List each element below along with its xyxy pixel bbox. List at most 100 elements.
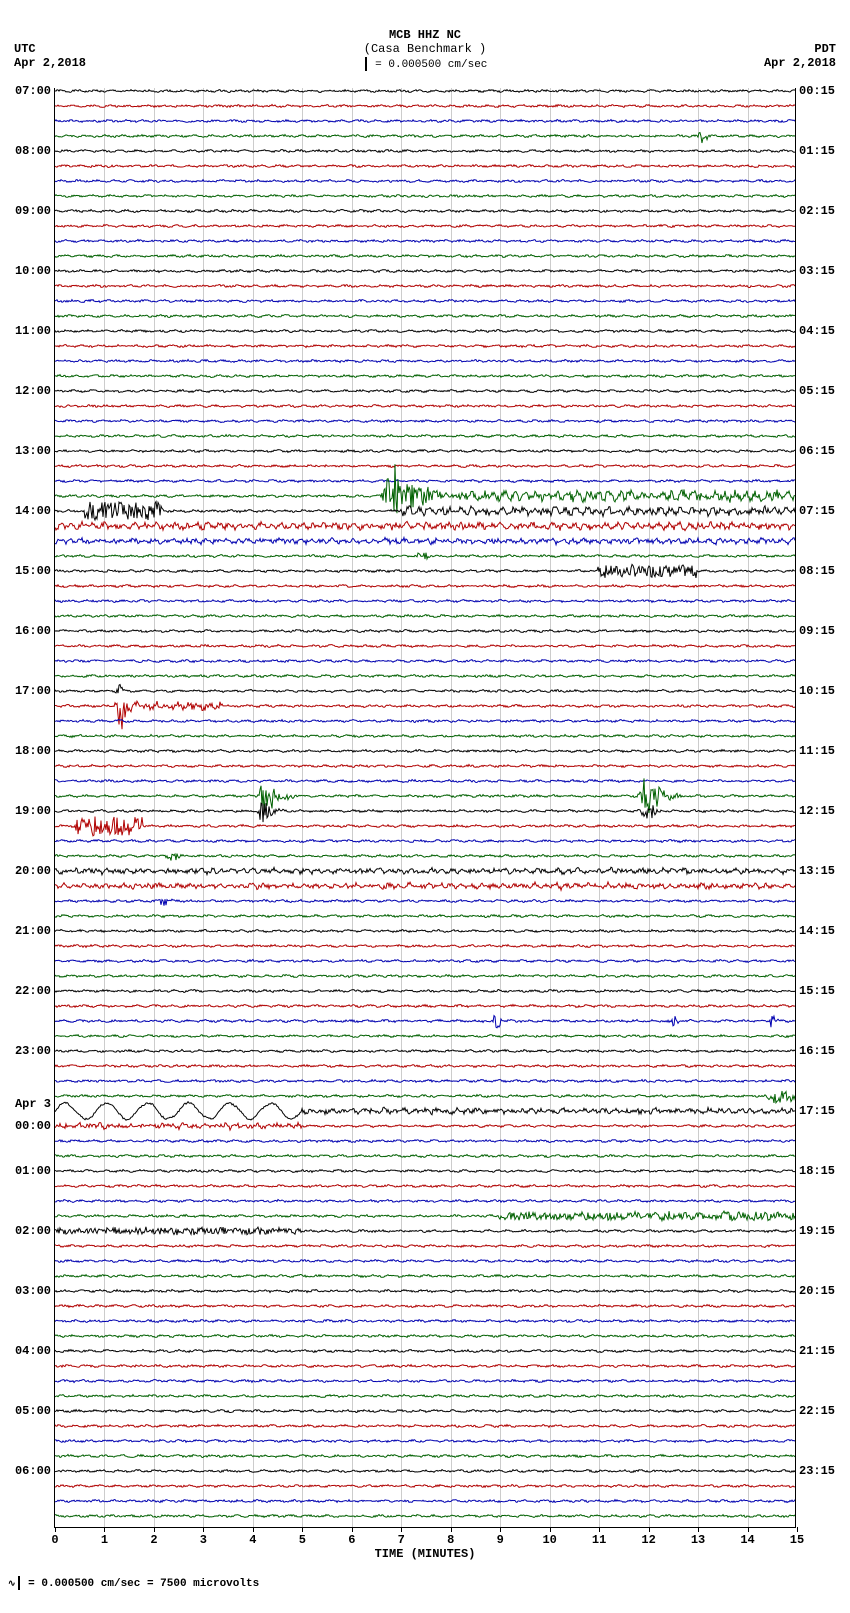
hour-label-right: 07:15: [799, 504, 841, 518]
gridline-vertical: [451, 88, 452, 1527]
seismic-trace: [55, 561, 795, 641]
gridline-vertical: [352, 88, 353, 1527]
hour-label-right: 10:15: [799, 684, 841, 698]
x-tick-label: 8: [447, 1533, 454, 1547]
seismic-trace: [55, 531, 795, 611]
seismic-trace: [55, 1311, 795, 1391]
x-tick-label: 5: [299, 1533, 306, 1547]
seismic-trace: [55, 1446, 795, 1526]
seismic-trace: [55, 921, 795, 1001]
seismic-trace: [55, 201, 795, 281]
seismic-trace: [55, 651, 795, 731]
seismic-trace: [55, 1071, 795, 1151]
seismic-trace: [55, 321, 795, 401]
seismic-trace: [55, 96, 795, 176]
x-tick: [154, 1527, 155, 1532]
seismic-trace: [55, 1191, 795, 1271]
seismic-trace: [55, 576, 795, 656]
seismic-trace: [55, 276, 795, 356]
seismic-trace: [55, 1431, 795, 1511]
hour-label-left: 05:00: [9, 1404, 51, 1418]
hour-label-left: 19:00: [9, 804, 51, 818]
x-axis-title: TIME (MINUTES): [375, 1547, 476, 1561]
hour-label-right: 08:15: [799, 564, 841, 578]
hour-label-right: 12:15: [799, 804, 841, 818]
seismic-trace: [55, 546, 795, 626]
hour-label-left: 16:00: [9, 624, 51, 638]
seismic-trace: [55, 1386, 795, 1466]
x-tick-label: 14: [740, 1533, 754, 1547]
x-tick: [401, 1527, 402, 1532]
seismic-trace: [55, 1206, 795, 1286]
x-tick: [698, 1527, 699, 1532]
tz-right-label: PDT: [814, 42, 836, 56]
seismic-trace: [55, 471, 795, 551]
hour-label-right: 06:15: [799, 444, 841, 458]
seismic-trace: [55, 1416, 795, 1496]
hour-label-left: 17:00: [9, 684, 51, 698]
x-tick: [797, 1527, 798, 1532]
seismic-trace: [55, 336, 795, 416]
seismic-trace: [55, 1266, 795, 1346]
x-tick-label: 9: [497, 1533, 504, 1547]
x-tick-label: 4: [249, 1533, 256, 1547]
seismic-trace: [55, 801, 795, 881]
hour-label-right: 16:15: [799, 1044, 841, 1058]
seismic-trace: [55, 81, 795, 161]
hour-label-left: 04:00: [9, 1344, 51, 1358]
seismic-trace: [55, 501, 795, 581]
seismic-trace: [55, 891, 795, 971]
seismic-trace: [55, 981, 795, 1061]
gridline-vertical: [401, 88, 402, 1527]
seismic-trace: [55, 861, 795, 941]
seismic-trace: [55, 1041, 795, 1121]
seismic-trace: [55, 1341, 795, 1421]
seismic-trace: [55, 486, 795, 566]
seismic-trace: [55, 726, 795, 806]
seismic-trace: [55, 1026, 795, 1106]
seismic-trace: [55, 246, 795, 326]
hour-label-right: 15:15: [799, 984, 841, 998]
day-label-left: Apr 3: [9, 1097, 51, 1111]
x-tick: [500, 1527, 501, 1532]
scale-bar-icon: [365, 57, 367, 71]
seismic-trace: [55, 1401, 795, 1481]
x-tick-label: 6: [348, 1533, 355, 1547]
seismic-trace: [55, 1101, 795, 1181]
hour-label-left: 14:00: [9, 504, 51, 518]
hour-label-right: 18:15: [799, 1164, 841, 1178]
seismic-trace: [55, 906, 795, 986]
x-tick: [302, 1527, 303, 1532]
seismic-trace: [55, 996, 795, 1076]
seismic-trace: [55, 936, 795, 1016]
x-tick-label: 7: [398, 1533, 405, 1547]
seismic-trace: [55, 186, 795, 266]
gridline-vertical: [599, 88, 600, 1527]
gridline-vertical: [203, 88, 204, 1527]
seismic-trace: [55, 1131, 795, 1211]
hour-label-left: 08:00: [9, 144, 51, 158]
seismic-trace: [55, 771, 795, 851]
hour-label-left: 21:00: [9, 924, 51, 938]
hour-label-left: 15:00: [9, 564, 51, 578]
hour-label-left: 13:00: [9, 444, 51, 458]
x-tick: [203, 1527, 204, 1532]
hour-label-right: 17:15: [799, 1104, 841, 1118]
x-tick-label: 2: [150, 1533, 157, 1547]
x-tick: [599, 1527, 600, 1532]
seismic-trace: [55, 306, 795, 386]
gridline-vertical: [154, 88, 155, 1527]
x-tick-label: 15: [790, 1533, 804, 1547]
seismic-trace: [55, 741, 795, 821]
seismic-trace: [55, 966, 795, 1046]
gridline-vertical: [104, 88, 105, 1527]
seismic-trace: [55, 1461, 795, 1541]
seismic-trace: [55, 261, 795, 341]
seismic-trace: [55, 426, 795, 506]
seismic-trace: [55, 636, 795, 716]
hour-label-left: 00:00: [9, 1119, 51, 1133]
footer-scale: ∿ = 0.000500 cm/sec = 7500 microvolts: [8, 1576, 850, 1590]
seismic-trace: [55, 516, 795, 596]
seismic-trace: [55, 366, 795, 446]
hour-label-left: 01:00: [9, 1164, 51, 1178]
